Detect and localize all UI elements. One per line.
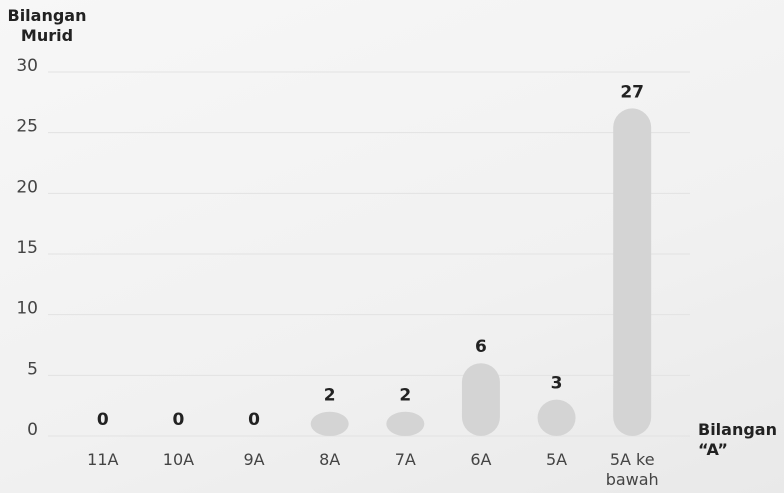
value-label: 6 xyxy=(475,337,487,357)
y-tick-label: 0 xyxy=(27,420,38,440)
y-tick-label: 25 xyxy=(16,117,38,137)
x-tick-label: 5A xyxy=(546,450,568,469)
x-tick-label: 9A xyxy=(243,450,265,469)
value-label: 3 xyxy=(551,374,563,394)
x-tick-label: 6A xyxy=(470,450,492,469)
y-tick-label: 5 xyxy=(27,359,38,379)
value-label: 2 xyxy=(324,386,336,406)
x-tick-label: 5A ke bawah xyxy=(605,450,659,489)
bar xyxy=(613,108,652,437)
x-axis-label: Bilangan “A” xyxy=(698,420,777,459)
bar xyxy=(386,411,425,436)
y-tick-label: 15 xyxy=(16,238,38,258)
x-tick-label: 10A xyxy=(162,450,195,469)
x-tick-label: 7A xyxy=(394,450,416,469)
y-axis-label: Bilangan Murid xyxy=(7,6,87,45)
value-label: 27 xyxy=(620,82,644,102)
x-tick-label: 8A xyxy=(319,450,341,469)
y-tick-label: 10 xyxy=(16,299,38,319)
bar xyxy=(537,399,576,436)
x-tick-label: 11A xyxy=(87,450,119,469)
y-tick-label: 20 xyxy=(16,177,38,197)
value-label: 0 xyxy=(97,410,109,430)
value-label: 0 xyxy=(248,410,260,430)
value-label: 2 xyxy=(399,386,411,406)
y-tick-label: 30 xyxy=(16,56,38,76)
bar xyxy=(461,363,500,436)
value-label: 0 xyxy=(173,410,185,430)
bar xyxy=(310,411,349,436)
